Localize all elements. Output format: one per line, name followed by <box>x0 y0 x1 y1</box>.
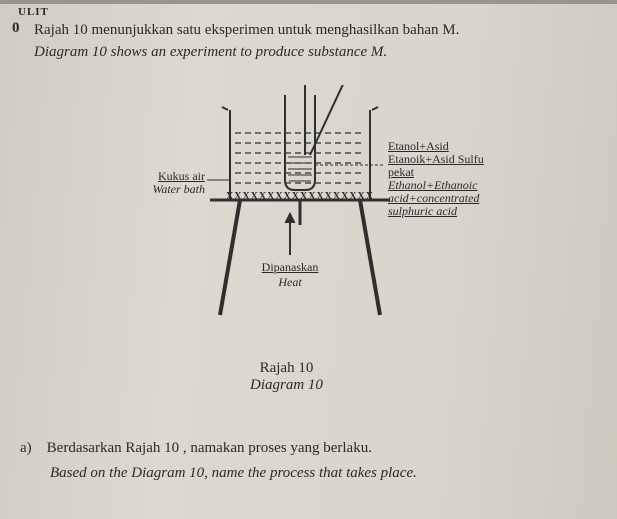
label-heat-en: Heat <box>278 275 301 289</box>
label-reagents-l4: Ethanol+Ethanoic <box>388 178 477 192</box>
diagram: Kukus air Water bath Etanol+Asid Etanoik… <box>110 85 510 355</box>
label-reagents-l2: Etanoik+Asid Sulfu <box>388 152 484 166</box>
caption-my: Rajah 10 <box>250 360 323 377</box>
label-reagents-l6: sulphuric acid <box>388 204 457 218</box>
caption-en: Diagram 10 <box>250 377 323 394</box>
label-reagents-l1: Etanol+Asid <box>388 139 449 153</box>
question-text-en: Diagram 10 shows an experiment to produc… <box>34 44 387 61</box>
subquestion-text-my: Berdasarkan Rajah 10 , namakan proses ya… <box>47 440 372 456</box>
apparatus-svg <box>110 85 510 355</box>
label-reagents-l5: acid+concentrated <box>388 191 479 205</box>
subquestion-a: a) Berdasarkan Rajah 10 , namakan proses… <box>20 440 372 457</box>
label-water-bath-my: Kukus air <box>158 169 205 183</box>
header-corner: ULIT <box>18 6 49 18</box>
label-water-bath-en: Water bath <box>152 182 205 196</box>
question-text-my: Rajah 10 menunjukkan satu eksperimen unt… <box>34 22 459 39</box>
question-number: 0 <box>12 20 20 37</box>
subquestion-text-en: Based on the Diagram 10, name the proces… <box>50 465 417 482</box>
hatch-text: XXXXXXXXXXXXXXXXXX <box>226 190 374 203</box>
diagram-caption: Rajah 10 Diagram 10 <box>250 360 323 394</box>
label-heat: Dipanaskan Heat <box>250 260 330 290</box>
label-reagents: Etanol+Asid Etanoik+Asid Sulfu pekat Eth… <box>388 140 548 218</box>
label-heat-my: Dipanaskan <box>262 260 319 274</box>
label-reagents-l3: pekat <box>388 165 414 179</box>
page: ULIT 0 Rajah 10 menunjukkan satu eksperi… <box>0 0 617 519</box>
page-top-edge <box>0 0 617 4</box>
subquestion-letter: a) <box>20 440 32 456</box>
label-water-bath: Kukus air Water bath <box>85 170 205 196</box>
